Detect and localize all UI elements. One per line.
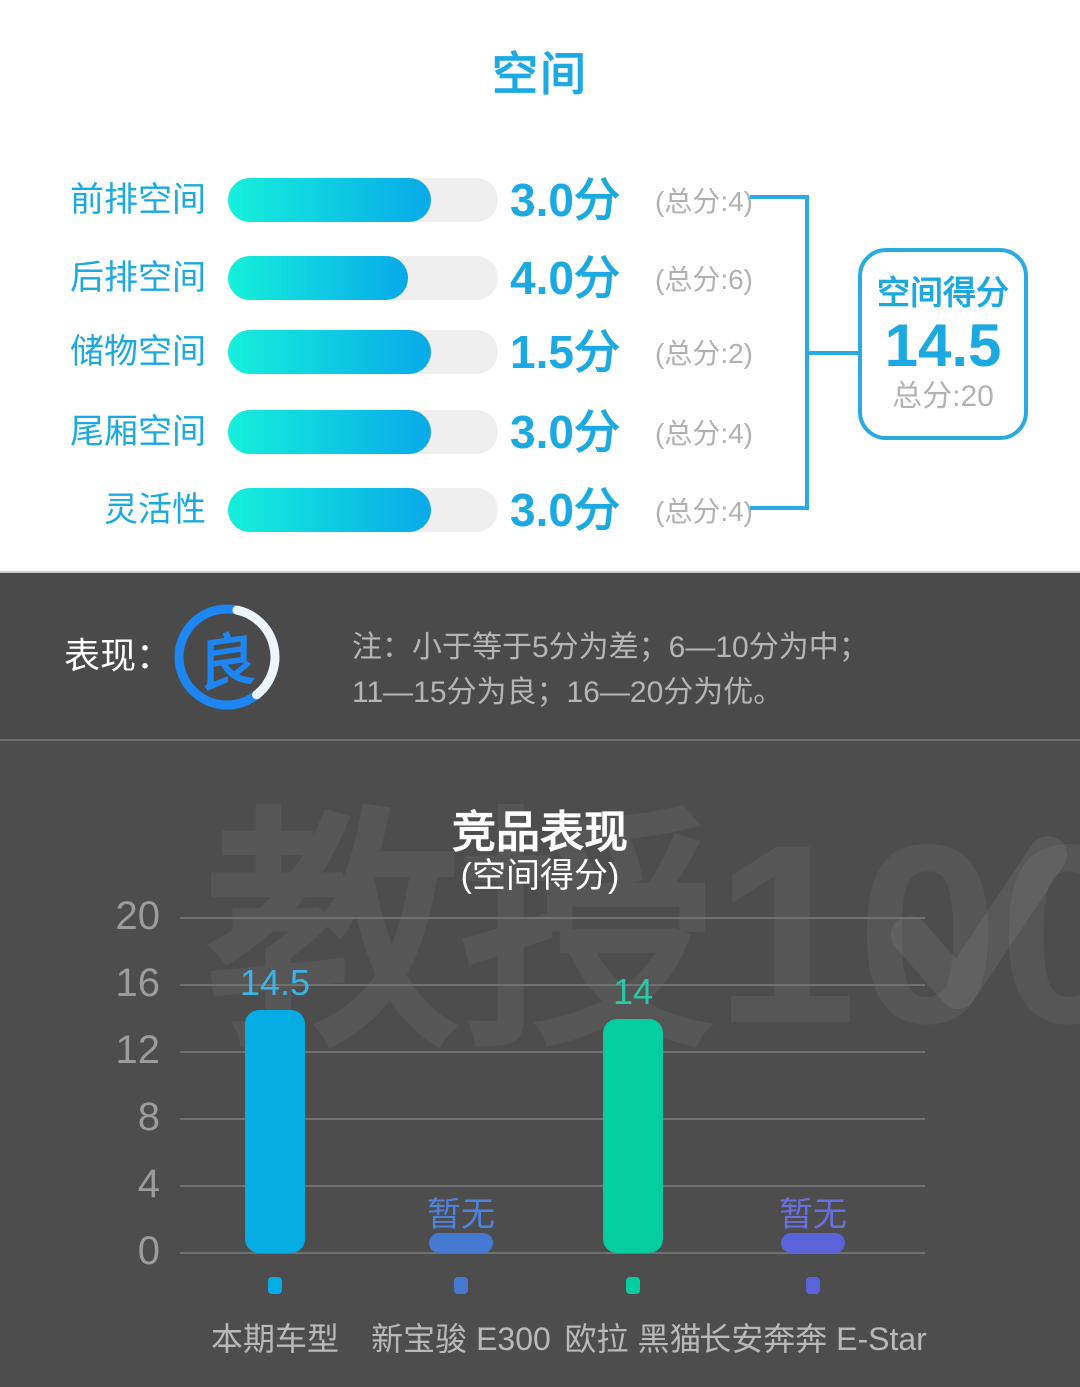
rating-label: 前排空间 [70,181,206,219]
legend-swatch [626,1277,640,1294]
badge-grade-text: 良 [198,625,256,700]
rating-label: 灵活性 [104,491,206,529]
scoring-note: 注：小于等于5分为差；6—10分为中； 11—15分为良；16—20分为优。 [352,625,869,715]
category-label: 欧拉 黑猫 [564,1321,702,1357]
badge-ring-icon [174,604,280,710]
gridline [180,1118,925,1120]
competitor-chart-section: 教授100 竞品表现 (空间得分) 0 4 8 12 16 20 14.5 本期车型 暂无 新宝骏… [0,741,1080,1387]
rating-row-trunk-space: 尾厢空间 3.0分 (总分:4) [0,406,1080,458]
summary-score-total: 总分:20 [892,379,994,413]
rating-label: 后排空间 [70,259,206,297]
rating-bar-fill [228,330,431,374]
rating-score: 4.0分 [510,252,620,304]
rating-total: (总分:4) [655,186,754,217]
rating-bar-fill [228,178,431,222]
rating-row-rear-space: 后排空间 4.0分 (总分:6) [0,252,1080,304]
no-data-pill [429,1233,493,1253]
category-label: 本期车型 [210,1321,339,1357]
category-label: 新宝骏 E300 [371,1321,551,1357]
category-label: 长安奔奔 E-Star [699,1321,927,1357]
gridline [180,1185,925,1187]
no-data-label: 暂无 [427,1196,495,1234]
chart-subtitle: (空间得分) [460,857,620,895]
scoring-note-line2: 11—15分为良；16—20分为优。 [352,676,784,709]
performance-label: 表现： [64,635,173,676]
rating-total: (总分:2) [655,338,754,369]
summary-score-value: 14.5 [884,311,1002,379]
section-divider [0,571,1080,573]
performance-band: 表现： 良 注：小于等于5分为差；6—10分为中； 11—15分为良；16—20… [0,573,1080,739]
legend-swatch [268,1277,282,1294]
bar [603,1018,663,1253]
y-axis-tick-label: 0 [137,1229,160,1273]
rating-total: (总分:4) [655,418,754,449]
rating-bar-track [228,488,498,532]
checkmark-watermark-icon [891,836,1067,1009]
rating-bar-fill [228,410,431,454]
y-axis-tick-label: 16 [115,961,161,1005]
no-data-pill [781,1233,845,1253]
gridline [180,917,925,919]
chart-title: 竞品表现 [452,808,628,857]
rating-row-front-space: 前排空间 3.0分 (总分:4) [0,174,1080,226]
bracket-line-icon [750,195,862,510]
rating-bar-fill [228,256,408,300]
y-axis-tick-label: 8 [137,1095,160,1139]
rating-total: (总分:4) [655,496,754,527]
rating-label: 尾厢空间 [70,413,206,451]
rating-score: 3.0分 [510,174,620,226]
rating-bar-track [228,178,498,222]
rating-bar-fill [228,488,431,532]
y-axis-tick-label: 12 [115,1028,161,1072]
rating-label: 储物空间 [70,333,206,371]
legend-swatch [454,1277,468,1294]
y-axis-tick-label: 4 [137,1162,160,1206]
bar-value-label: 14 [612,970,654,1012]
rating-total: (总分:6) [655,264,754,295]
bar [245,1010,305,1253]
rating-bar-track [228,330,498,374]
gridline [180,984,925,986]
legend-swatch [806,1277,820,1294]
gridline [180,1051,925,1053]
rating-row-storage-space: 储物空间 1.5分 (总分:2) [0,326,1080,378]
rating-bar-track [228,410,498,454]
rating-score: 3.0分 [510,406,620,458]
bar-value-label: 14.5 [239,962,311,1004]
rating-bar-track [228,256,498,300]
rating-row-flexibility: 灵活性 3.0分 (总分:4) [0,484,1080,536]
section-divider [0,739,1080,741]
gridline [180,1252,925,1254]
summary-score-title: 空间得分 [877,274,1009,312]
y-axis-tick-label: 20 [115,894,161,938]
rating-score: 3.0分 [510,484,620,536]
rating-badge: 良 [170,600,284,714]
page-title: 空间 [492,48,588,100]
no-data-label: 暂无 [779,1196,847,1234]
rating-score: 1.5分 [510,326,620,378]
scoring-note-line1: 注：小于等于5分为差；6—10分为中； [352,631,869,664]
bar-chart-plot: 0 4 8 12 16 20 14.5 本期车型 暂无新宝骏 E300 14 欧拉 黑猫 暂无长安奔奔… [0,890,1080,1387]
summary-score-box: 空间得分 14.5 总分:20 [858,248,1028,440]
